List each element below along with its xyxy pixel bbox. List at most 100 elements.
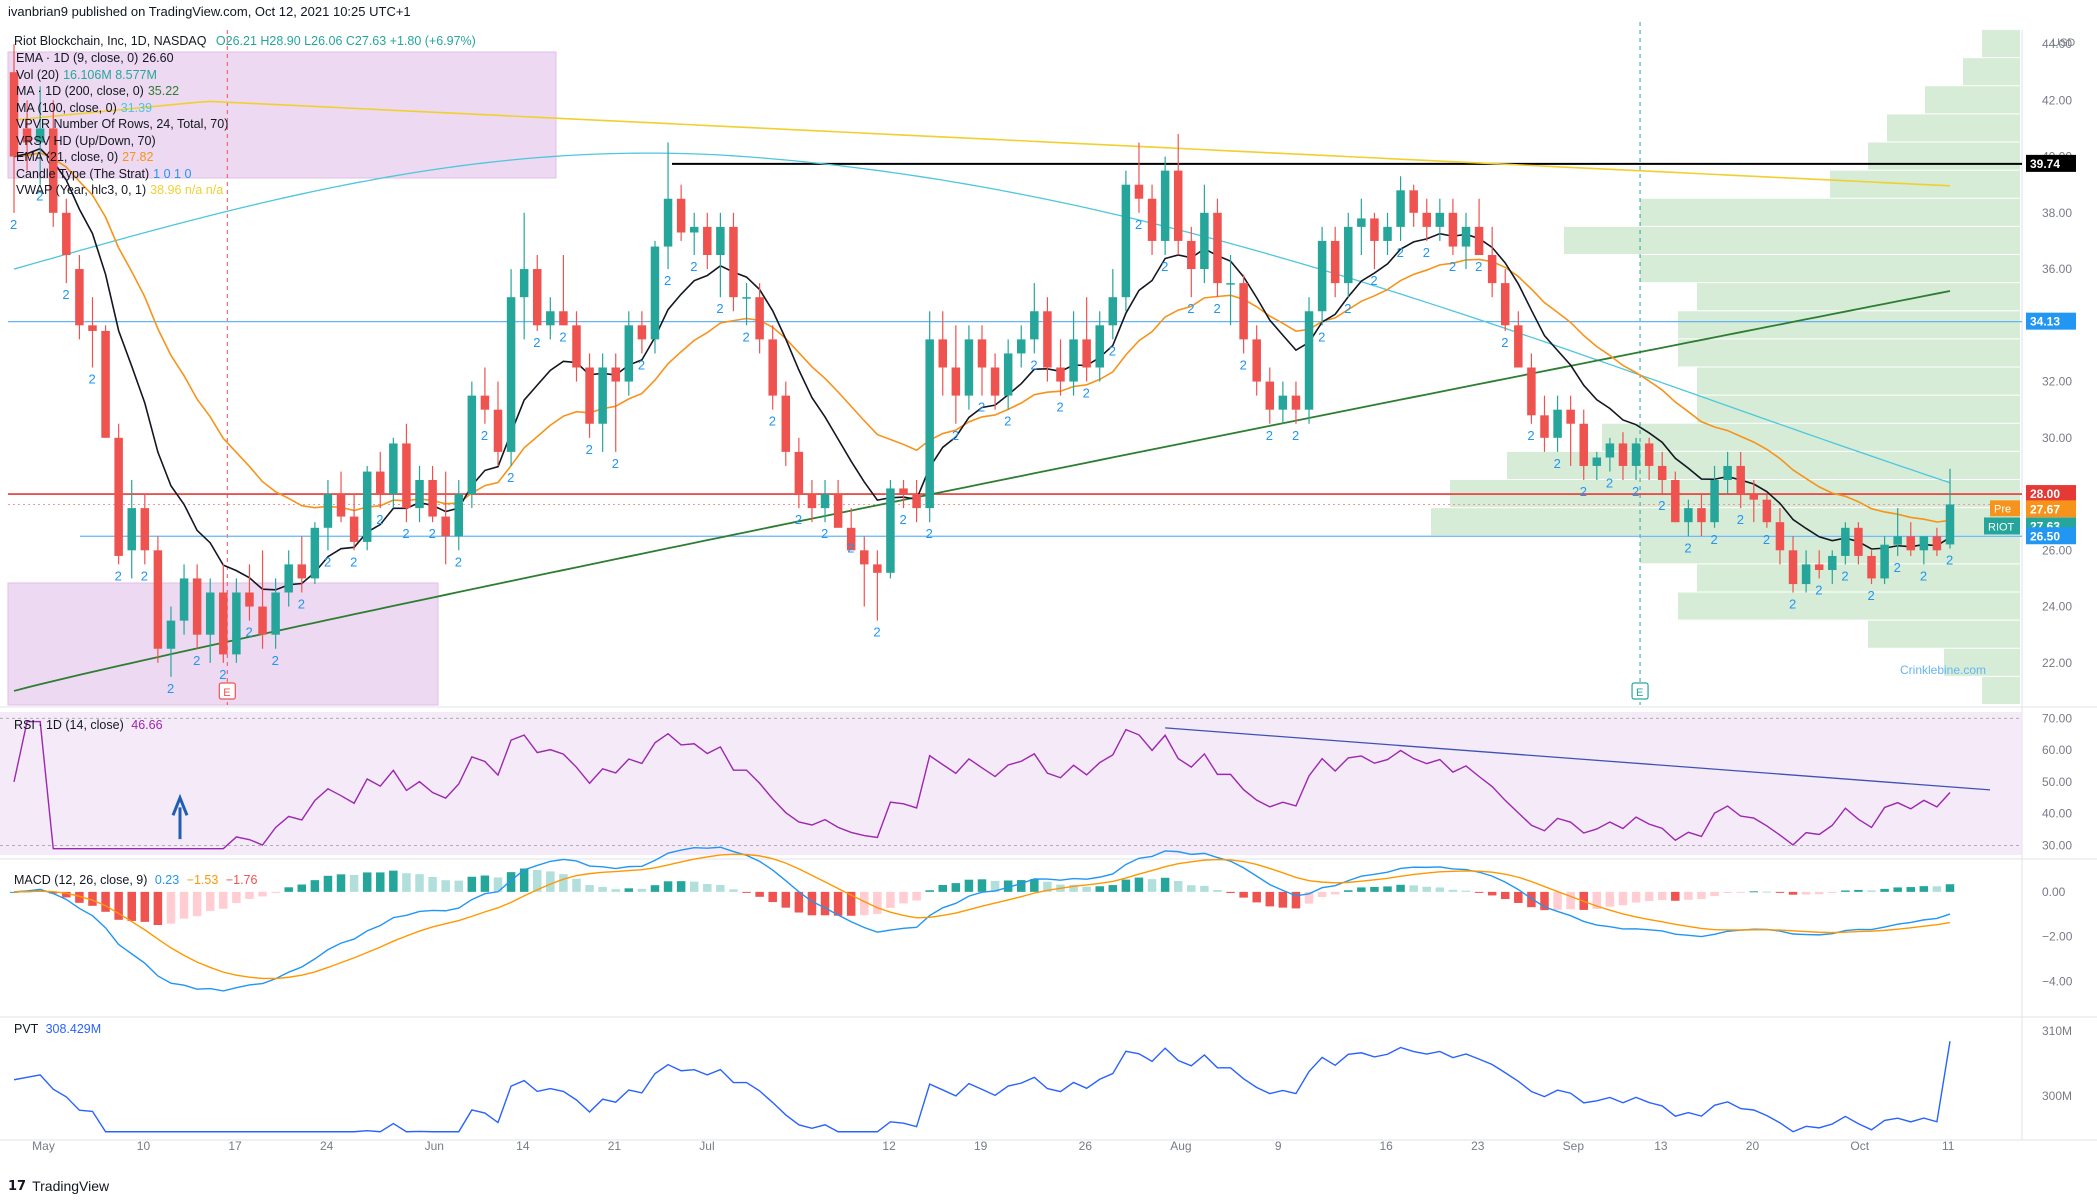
candle-body bbox=[1147, 198, 1157, 241]
indicator-legend-item[interactable]: VWAP (Year, hlc3, 0, 1) 38.96 n/a n/a bbox=[16, 183, 223, 197]
pre-label: Pre bbox=[1994, 503, 2011, 515]
candle bbox=[1906, 522, 1916, 556]
macd-legend: MACD (12, 26, close, 9) 0.23 −1.53 −1.76 bbox=[14, 873, 257, 887]
premarket-badge-bg bbox=[2026, 500, 2076, 518]
candle-body bbox=[1592, 457, 1602, 466]
candle-body bbox=[140, 508, 150, 551]
macd-histogram-bar bbox=[1684, 891, 1693, 900]
candle-body bbox=[1383, 226, 1392, 241]
macd-histogram-bar bbox=[506, 872, 516, 892]
volume-profile-bar bbox=[1678, 339, 2020, 367]
macd-histogram-bar bbox=[297, 884, 307, 892]
macd-histogram-bar bbox=[1527, 891, 1536, 908]
macd-histogram-bar bbox=[349, 874, 359, 892]
macd-histogram-bar bbox=[990, 880, 1000, 892]
candle bbox=[506, 269, 516, 466]
indicator-legend-item[interactable]: EMA · 1D (9, close, 0) 26.60 bbox=[16, 51, 174, 65]
macd-histogram-bar bbox=[1448, 889, 1458, 892]
candle bbox=[1448, 198, 1458, 255]
macd-histogram-bar bbox=[1461, 890, 1471, 892]
candle bbox=[219, 564, 228, 663]
indicator-legend-item[interactable]: VPVR Number Of Rows, 24, Total, 70) bbox=[16, 117, 232, 131]
macd-tick-label: −2.00 bbox=[2042, 930, 2073, 944]
x-tick-label: 23 bbox=[1471, 1139, 1485, 1153]
candle-body bbox=[323, 494, 333, 528]
candle bbox=[1160, 156, 1170, 255]
candle bbox=[88, 297, 97, 368]
candle bbox=[336, 471, 346, 523]
candle-body bbox=[1213, 212, 1222, 284]
candle-body bbox=[1749, 494, 1759, 500]
candle-body bbox=[1056, 367, 1065, 382]
candle bbox=[114, 423, 123, 565]
candle bbox=[1487, 226, 1497, 298]
x-tick-label: 21 bbox=[608, 1139, 622, 1153]
strat-label: 2 bbox=[193, 653, 200, 668]
candle bbox=[637, 311, 647, 354]
candle-body bbox=[873, 564, 882, 573]
candle bbox=[1775, 508, 1785, 565]
x-tick-label: 19 bbox=[974, 1139, 988, 1153]
volume-profile-bar bbox=[1507, 451, 2020, 479]
tradingview-brand[interactable]: 17 TradingView bbox=[8, 1178, 109, 1194]
macd-histogram-bar bbox=[192, 891, 202, 917]
pvt-tick-label: 300M bbox=[2042, 1089, 2072, 1103]
macd-histogram-bar bbox=[284, 887, 293, 892]
candle-body bbox=[1671, 480, 1680, 523]
macd-histogram-bar bbox=[1474, 891, 1484, 893]
macd-histogram-bar bbox=[153, 891, 163, 926]
publisher-text: ivanbrian9 published on TradingView.com,… bbox=[8, 4, 411, 19]
indicator-legend-item[interactable]: MA (100, close, 0) 31.39 bbox=[16, 101, 152, 115]
macd-histogram-bar bbox=[1357, 887, 1366, 892]
candle-body bbox=[1357, 218, 1366, 227]
candle bbox=[1422, 198, 1432, 241]
macd-histogram-bar bbox=[1880, 888, 1889, 892]
strat-label: 2 bbox=[1711, 532, 1718, 547]
indicator-legend-item[interactable]: VRSV HD (Up/Down, 70) bbox=[16, 134, 160, 148]
macd-histogram-bar bbox=[860, 891, 869, 916]
candle-body bbox=[860, 550, 869, 565]
macd-histogram-bar bbox=[1003, 880, 1013, 892]
pvt-value: 308.429M bbox=[45, 1022, 102, 1036]
candle-body bbox=[703, 226, 712, 255]
candle bbox=[938, 311, 948, 396]
strat-label: 2 bbox=[1292, 428, 1299, 443]
strat-label: 2 bbox=[1161, 259, 1168, 274]
indicator-legend-item[interactable]: Vol (20) 16.106M 8.577M bbox=[16, 68, 157, 82]
strat-label: 2 bbox=[481, 428, 488, 443]
strat-label: 2 bbox=[586, 442, 593, 457]
strat-label: 2 bbox=[1109, 343, 1116, 358]
macd-histogram-bar bbox=[559, 874, 568, 892]
candle bbox=[1095, 311, 1104, 382]
candle bbox=[833, 480, 843, 528]
volume-profile-bar bbox=[1640, 198, 2020, 226]
macd-histogram-bar bbox=[1553, 891, 1562, 910]
strat-label: 2 bbox=[1449, 259, 1456, 274]
strat-label: 2 bbox=[245, 625, 252, 640]
candle bbox=[1435, 198, 1445, 241]
strat-label: 2 bbox=[1554, 456, 1561, 471]
strat-label: 2 bbox=[272, 653, 279, 668]
candle bbox=[1043, 297, 1052, 382]
indicator-legend-item[interactable]: EMA (21, close, 0) 27.82 bbox=[16, 150, 153, 164]
currency-label: USD bbox=[2052, 37, 2075, 49]
macd-histogram-bar bbox=[689, 881, 699, 892]
candle-body bbox=[964, 339, 974, 396]
indicator-legend-item[interactable]: Candle Type (The Strat) 1 0 1 0 bbox=[16, 167, 191, 181]
volume-profile-bar bbox=[1925, 86, 2020, 114]
indicator-legend-item[interactable]: MA · 1D (200, close, 0) 35.22 bbox=[16, 84, 179, 98]
candle bbox=[585, 353, 594, 438]
macd-histogram-bar bbox=[1801, 891, 1811, 895]
candle bbox=[454, 480, 464, 551]
macd-histogram-bar bbox=[1671, 891, 1680, 901]
candle bbox=[1553, 395, 1562, 452]
macd-histogram-bar bbox=[1278, 891, 1288, 908]
macd-histogram-bar bbox=[1370, 886, 1379, 892]
candle bbox=[1265, 367, 1275, 424]
macd-histogram-bar bbox=[977, 879, 987, 892]
candle bbox=[1121, 170, 1131, 312]
macd-histogram-bar bbox=[1043, 881, 1052, 892]
candle bbox=[1069, 311, 1078, 396]
candle-body bbox=[951, 367, 961, 396]
